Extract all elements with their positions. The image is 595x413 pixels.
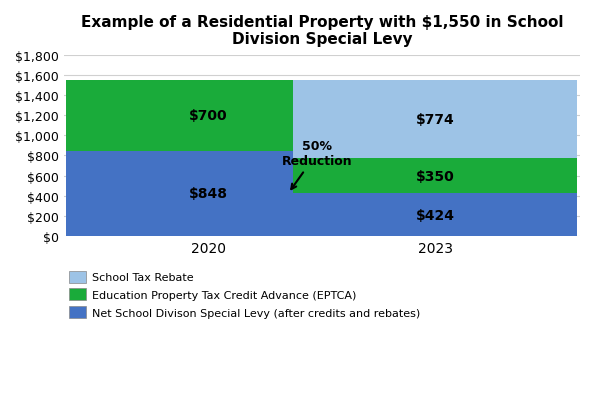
Bar	[293, 194, 577, 237]
Title: Example of a Residential Property with $1,550 in School
Division Special Levy: Example of a Residential Property with $…	[80, 15, 563, 47]
Text: $848: $848	[189, 187, 228, 201]
Text: 50%
Reduction: 50% Reduction	[281, 140, 352, 190]
Bar	[66, 81, 350, 151]
Text: $700: $700	[189, 109, 228, 123]
Text: $774: $774	[416, 113, 455, 127]
Bar	[66, 151, 350, 237]
Text: $424: $424	[416, 208, 455, 222]
Text: $350: $350	[416, 169, 455, 183]
Legend: School Tax Rebate, Education Property Tax Credit Advance (EPTCA), Net School Div: School Tax Rebate, Education Property Ta…	[69, 271, 419, 318]
Bar	[293, 159, 577, 194]
Bar	[293, 81, 577, 159]
